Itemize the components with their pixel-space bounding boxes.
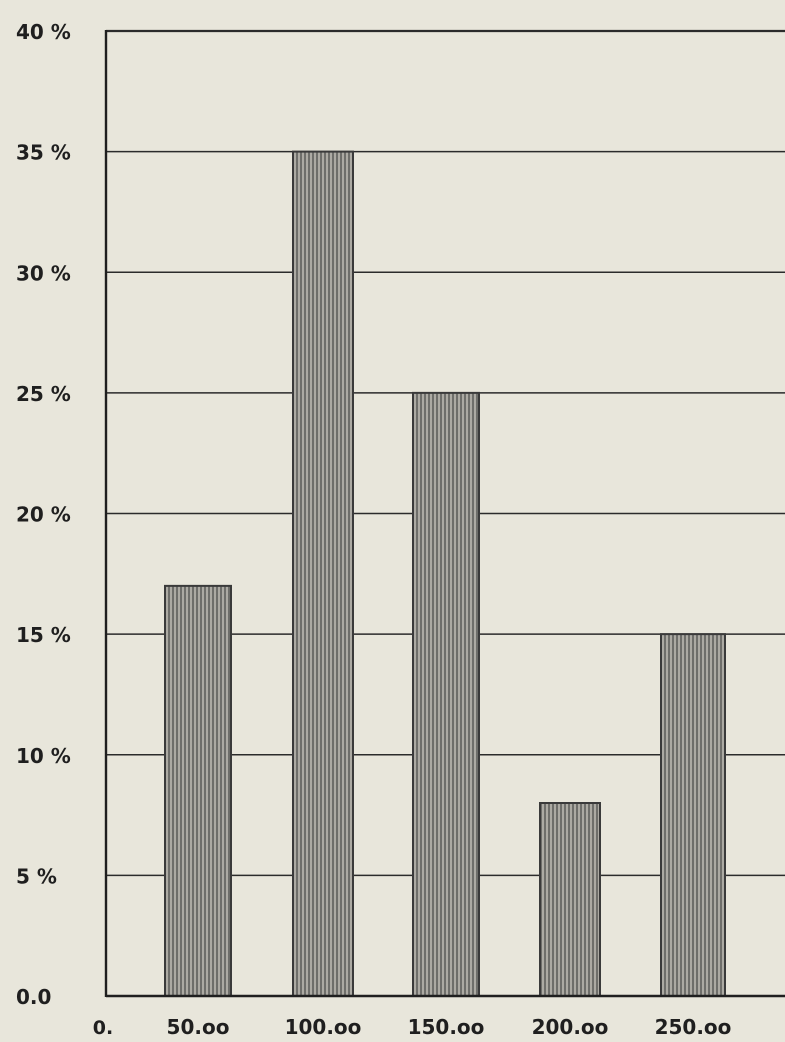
x-tick-label: 250.oo [655, 1015, 732, 1039]
bar [539, 802, 601, 997]
bar [412, 391, 480, 997]
y-tick-label: 5 % [16, 864, 57, 888]
x-tick-label: 50.oo [167, 1015, 230, 1039]
x-tick-label: 100.oo [285, 1015, 362, 1039]
y-tick-label: 10 % [16, 744, 71, 768]
bar [164, 584, 232, 997]
y-tick-label: 40 % [16, 20, 71, 44]
x-tick-label: 150.oo [408, 1015, 485, 1039]
bar [660, 633, 726, 997]
y-tick-label: 0.0 [16, 985, 51, 1009]
bar [292, 150, 354, 997]
x-tick-label: 200.oo [532, 1015, 609, 1039]
y-tick-label: 15 % [16, 623, 71, 647]
y-tick-label: 25 % [16, 382, 71, 406]
y-tick-label: 30 % [16, 261, 71, 285]
y-tick-label: 20 % [16, 503, 71, 527]
x-origin-label: 0. [93, 1017, 113, 1039]
y-tick-label: 35 % [16, 141, 71, 165]
